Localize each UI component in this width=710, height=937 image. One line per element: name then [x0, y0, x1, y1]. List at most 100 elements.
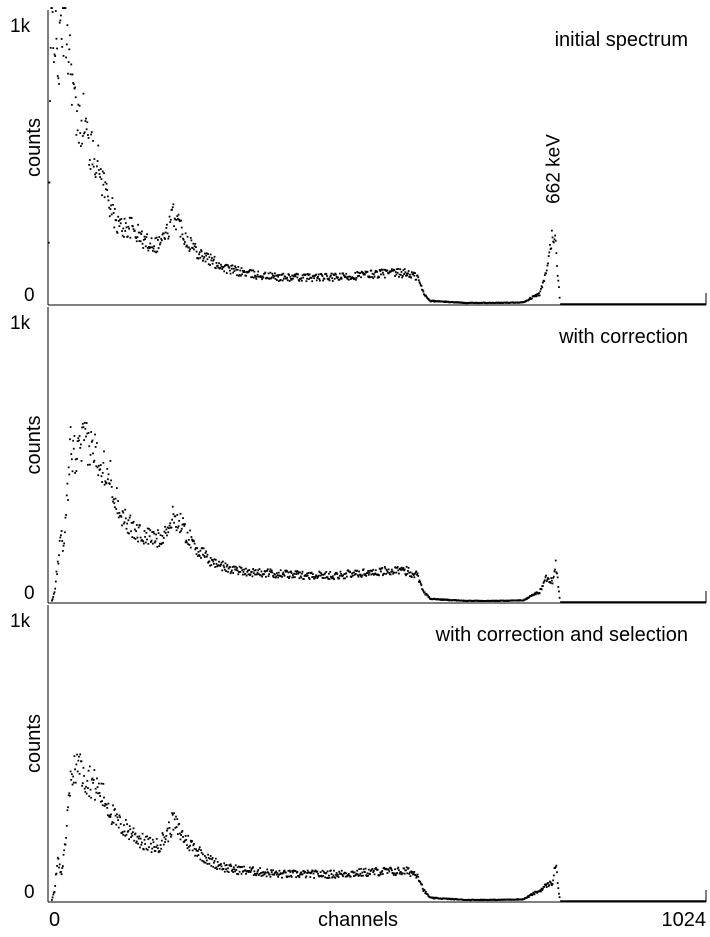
data-point — [374, 572, 377, 575]
data-point — [387, 568, 390, 571]
data-point — [76, 770, 79, 773]
data-point — [287, 273, 290, 275]
data-point — [356, 574, 359, 577]
data-point — [137, 526, 140, 529]
data-point — [372, 871, 375, 873]
data-point — [168, 821, 170, 824]
data-point — [59, 19, 62, 22]
data-point — [149, 836, 152, 839]
data-point — [124, 819, 127, 821]
data-point — [306, 869, 309, 872]
data-point — [301, 274, 304, 277]
data-point — [177, 217, 179, 220]
data-point — [84, 790, 87, 793]
data-point — [102, 461, 105, 464]
data-point — [274, 573, 276, 576]
data-point — [94, 787, 97, 790]
data-point — [146, 233, 148, 236]
data-point — [352, 871, 355, 874]
data-point — [380, 871, 383, 873]
data-point — [200, 249, 202, 251]
data-point — [418, 281, 421, 284]
data-point — [175, 826, 178, 828]
data-point — [273, 873, 276, 876]
data-point — [97, 474, 100, 477]
data-point — [114, 808, 116, 810]
data-point — [133, 528, 136, 531]
data-point — [554, 866, 557, 868]
data-point — [64, 516, 67, 519]
data-point — [425, 294, 427, 297]
data-point — [143, 235, 146, 238]
data-point — [311, 573, 314, 575]
data-point — [63, 531, 66, 534]
data-point — [229, 269, 231, 272]
data-point — [398, 872, 401, 875]
data-point — [75, 470, 78, 472]
data-point — [273, 275, 276, 278]
data-point — [213, 558, 216, 561]
data-point — [558, 896, 561, 899]
data-point — [234, 265, 236, 268]
data-point — [205, 859, 208, 862]
data-point — [65, 43, 68, 46]
data-point — [128, 825, 131, 828]
data-point — [370, 573, 373, 576]
data-point — [151, 249, 154, 252]
data-point — [128, 216, 131, 219]
data-point — [327, 578, 330, 580]
data-point — [369, 870, 372, 872]
data-point — [160, 847, 163, 850]
data-point — [235, 569, 238, 571]
data-point — [329, 274, 332, 277]
data-point — [543, 274, 546, 276]
data-point — [189, 546, 192, 549]
data-point — [255, 874, 258, 877]
data-point — [154, 237, 157, 240]
data-point — [184, 241, 186, 243]
data-point — [542, 581, 545, 584]
data-point — [416, 873, 419, 876]
data-point — [548, 884, 551, 886]
data-point — [251, 575, 254, 578]
data-point — [146, 538, 148, 541]
data-point — [381, 567, 384, 569]
data-point — [217, 266, 220, 269]
data-point — [243, 568, 245, 571]
data-point — [402, 567, 405, 569]
data-point — [103, 450, 105, 453]
data-point — [76, 753, 78, 756]
data-point — [196, 547, 199, 550]
data-point — [541, 286, 544, 289]
data-point — [326, 876, 328, 879]
data-point — [419, 581, 422, 583]
data-point — [300, 277, 303, 280]
data-point — [357, 271, 360, 274]
data-point — [236, 872, 238, 875]
data-point — [241, 866, 244, 868]
data-point — [288, 577, 290, 579]
data-point — [168, 524, 171, 527]
data-point — [547, 885, 550, 888]
data-point — [150, 541, 152, 543]
data-point — [396, 271, 399, 274]
data-point — [155, 846, 157, 848]
data-point — [533, 593, 536, 596]
data-point — [337, 873, 339, 876]
data-point — [70, 453, 73, 455]
data-point — [274, 576, 277, 579]
data-point — [179, 512, 182, 515]
data-point — [330, 576, 333, 579]
data-point — [383, 572, 386, 575]
data-point — [338, 870, 341, 873]
data-point — [226, 563, 229, 566]
data-point — [101, 481, 103, 483]
data-point — [319, 279, 321, 282]
data-point — [65, 836, 67, 839]
data-point — [56, 47, 58, 50]
data-point — [287, 869, 290, 872]
data-point — [194, 848, 197, 851]
data-point — [419, 880, 422, 883]
data-point — [364, 573, 367, 575]
data-point — [234, 565, 237, 568]
